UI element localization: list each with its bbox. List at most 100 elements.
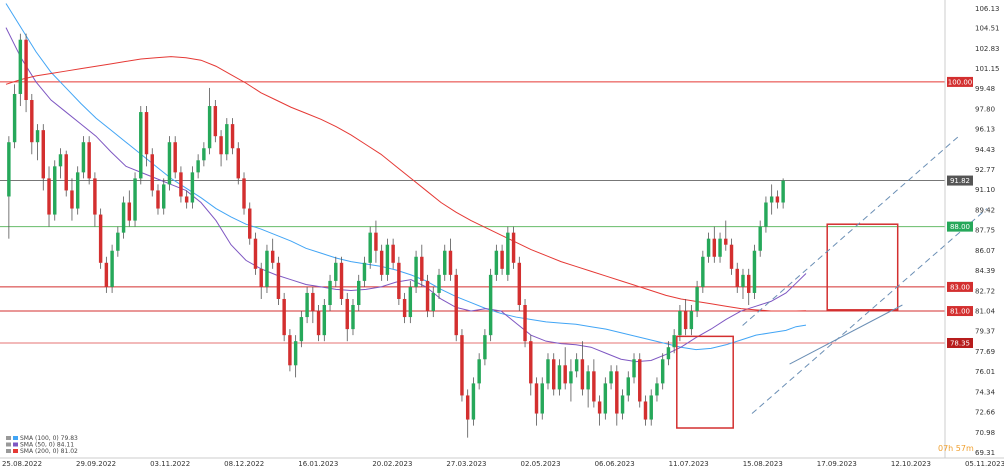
x-date-label: 05.11.2023 <box>965 460 1004 468</box>
candle-body <box>638 359 642 402</box>
candle-body <box>460 335 464 396</box>
candles <box>7 33 785 438</box>
candle-body <box>689 311 694 330</box>
candle-body <box>104 262 109 287</box>
x-axis: 25.08.2022 29.09.2022 03.11.2022 08.12.2022… <box>0 457 1004 468</box>
candle-body <box>666 347 671 360</box>
candle-body <box>150 154 154 191</box>
candle-body <box>339 262 344 299</box>
candle-body <box>7 142 11 197</box>
x-date-label: 27.03.2023 <box>446 460 486 468</box>
candle-body <box>741 274 745 287</box>
y-tick-label: 72.66 <box>975 409 996 417</box>
y-tick-label: 89.42 <box>975 207 995 215</box>
candle-body <box>540 383 544 414</box>
range-box <box>826 223 899 311</box>
candle-body <box>133 178 137 221</box>
candle-body <box>53 166 57 215</box>
candle-body <box>293 341 298 366</box>
price-badge-label: 83.00 <box>950 283 970 291</box>
candle-body <box>328 280 332 306</box>
candle-body <box>402 298 407 318</box>
candle-body <box>368 232 372 263</box>
candle-body <box>259 268 263 287</box>
candle-body <box>70 190 74 209</box>
trend-channel-line <box>789 304 903 365</box>
candle-body <box>443 250 447 275</box>
y-tick-label: 81.04 <box>975 308 996 316</box>
y-tick-label: 92.77 <box>975 166 995 174</box>
candle-body <box>156 190 160 209</box>
y-tick-label: 82.72 <box>975 287 995 295</box>
candle-body <box>494 250 499 275</box>
candle-body <box>127 202 132 221</box>
candle-body <box>24 39 28 101</box>
candle-body <box>586 371 590 390</box>
candle-body <box>236 148 240 179</box>
price-badge <box>947 175 973 186</box>
y-tick-label: 69.31 <box>975 449 995 457</box>
candle-body <box>270 250 275 263</box>
legend-icon <box>6 449 11 453</box>
legend-icon <box>6 436 11 440</box>
price-badge-label: 91.82 <box>950 177 970 185</box>
x-date-label: 02.05.2023 <box>520 460 560 468</box>
candle-body <box>242 178 246 209</box>
y-tick-label: 106.13 <box>975 5 1000 13</box>
candle-body <box>660 359 665 384</box>
candle-body <box>735 268 739 287</box>
candle-body <box>523 305 527 342</box>
price-badge-label: 81.00 <box>950 308 970 316</box>
candle-body <box>351 305 355 330</box>
candle-body <box>253 238 258 269</box>
candle-body <box>448 250 453 275</box>
candle-body <box>454 274 458 336</box>
candle-body <box>391 244 395 263</box>
candle-body <box>184 196 189 203</box>
candle-body <box>706 238 711 257</box>
candle-body <box>569 371 573 384</box>
legend-label: SMA (100, 0) 79.83 <box>20 435 78 442</box>
legend-swatch <box>13 442 18 447</box>
candle-body <box>557 365 562 390</box>
candle-body <box>397 262 401 299</box>
candle-body <box>769 196 774 203</box>
y-tick-label: 87.75 <box>975 227 995 235</box>
range-box <box>676 335 734 429</box>
candle-body <box>12 93 17 143</box>
x-date-label: 16.01.2023 <box>298 460 338 468</box>
y-tick-label: 86.07 <box>975 247 995 255</box>
price-badges: 100.00 91.82 88.00 83.00 81.00 78.35 <box>947 76 973 348</box>
candle-body <box>764 202 768 227</box>
price-badge-label: 100.00 <box>948 78 973 86</box>
x-date-label: 08.12.2022 <box>224 460 264 468</box>
candle-body <box>116 232 120 251</box>
candle-body <box>695 286 699 312</box>
price-badge <box>947 337 973 348</box>
candle-body <box>173 142 177 173</box>
candle-body <box>248 208 252 239</box>
candle-body <box>385 244 390 275</box>
legend-label: SMA (200, 0) 81.02 <box>20 448 78 455</box>
candle-body <box>758 226 762 251</box>
candle-body <box>213 106 218 137</box>
candle-body <box>488 274 493 336</box>
candle-body <box>465 395 470 420</box>
price-badge-label: 88.00 <box>950 223 970 231</box>
candle-body <box>609 371 613 384</box>
candle-body <box>431 292 435 312</box>
y-tick-label: 97.80 <box>975 105 995 113</box>
y-tick-label: 102.83 <box>975 45 1000 53</box>
candle-body <box>500 250 504 269</box>
x-date-label: 29.09.2022 <box>76 460 116 468</box>
candle-body <box>81 142 86 173</box>
x-date-label: 06.06.2023 <box>595 460 635 468</box>
candle-body <box>379 250 384 275</box>
price-badge <box>947 281 973 292</box>
x-date-label: 20.02.2023 <box>372 460 412 468</box>
y-axis: 106.13 104.51 102.83 101.15 99.48 97.80 96.13 9… <box>944 0 1000 458</box>
candle-body <box>437 274 441 293</box>
candle-body <box>775 196 780 203</box>
